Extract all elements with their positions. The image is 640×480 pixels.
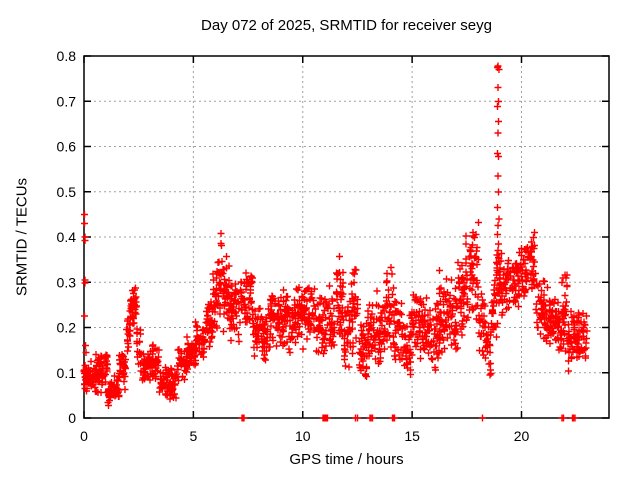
y-tick-label: 0 xyxy=(68,410,76,426)
x-tick-label: 5 xyxy=(189,428,197,444)
y-tick-label: 0.3 xyxy=(57,274,77,290)
y-tick-label: 0.1 xyxy=(57,365,77,381)
y-tick-label: 0.6 xyxy=(57,139,77,155)
plot-title: Day 072 of 2025, SRMTID for receiver sey… xyxy=(201,17,492,34)
scatter-points xyxy=(80,62,591,422)
x-tick-label: 15 xyxy=(404,428,420,444)
x-axis-label: GPS time / hours xyxy=(289,451,404,468)
y-tick-label: 0.5 xyxy=(57,184,77,200)
y-tick-label: 0.8 xyxy=(57,48,77,64)
y-tick-label: 0.4 xyxy=(57,229,77,245)
x-tick-label: 0 xyxy=(80,428,88,444)
y-tick-label: 0.2 xyxy=(57,320,77,336)
x-tick-label: 20 xyxy=(514,428,530,444)
x-tick-label: 10 xyxy=(295,428,311,444)
y-tick-label: 0.7 xyxy=(57,93,77,109)
tick-labels: 0 5 10 15 20 0 0.1 0.2 0.3 0.4 0.5 0.6 0.7 0.8 xyxy=(57,48,530,444)
